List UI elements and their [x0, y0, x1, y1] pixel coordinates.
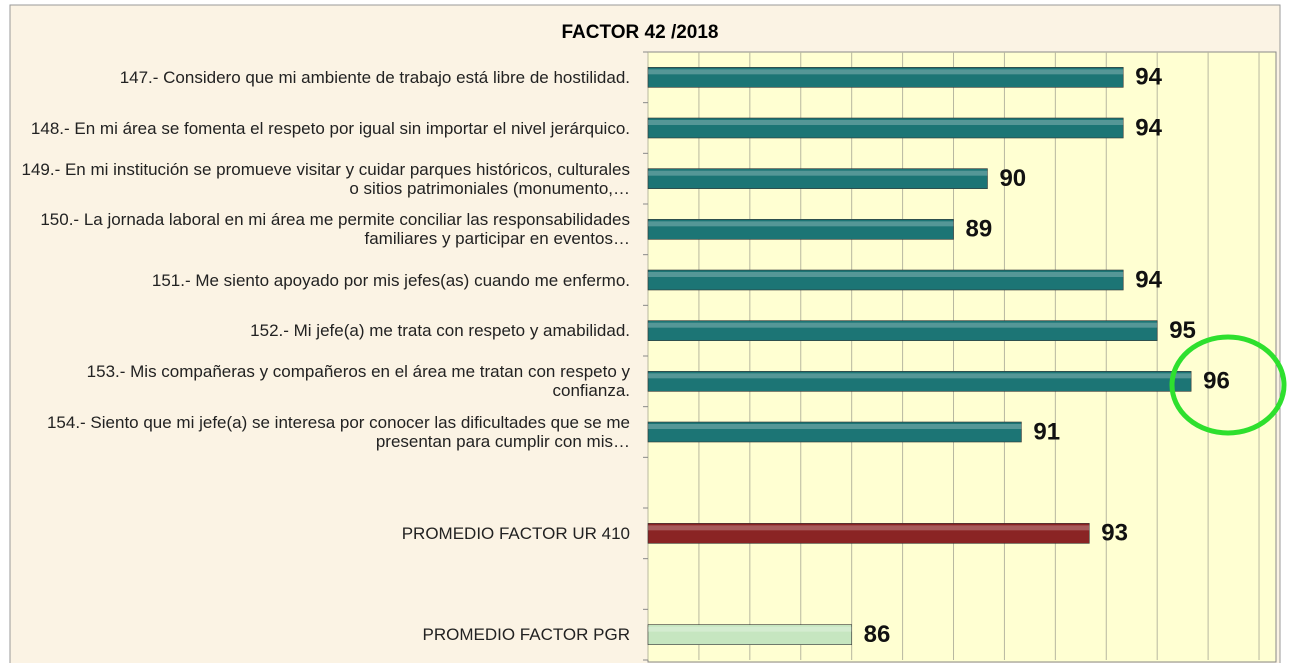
category-label: 149.- En mi institución se promueve visi… [21, 159, 631, 198]
bar-highlight [648, 69, 1124, 75]
bar [647, 523, 1090, 544]
bar [647, 269, 1124, 291]
value-label: 96 [1203, 368, 1230, 395]
bar [647, 624, 852, 645]
bar [647, 219, 954, 240]
bar-highlight [648, 322, 1158, 328]
value-label: 91 [1033, 418, 1060, 445]
chart-title: FACTOR 42 /2018 [561, 22, 718, 43]
category-label: 148.- En mi área se fomenta el respeto p… [30, 118, 630, 138]
bar [647, 421, 1022, 443]
plot-area [647, 51, 1277, 663]
category-label: 152.- Mi jefe(a) me trata con respeto y … [250, 321, 630, 341]
bar-highlight [648, 120, 1124, 125]
category-label: 147.- Considero que mi ambiente de traba… [119, 67, 630, 87]
value-label: 94 [1135, 114, 1162, 141]
value-label: 93 [1101, 520, 1128, 547]
bar-highlight [648, 170, 988, 176]
value-label: 94 [1135, 266, 1162, 293]
bar-highlight [648, 272, 1124, 277]
category-label: 150.- La jornada laboral en mi área me p… [40, 210, 630, 249]
bar [647, 168, 988, 189]
bar [647, 67, 1124, 88]
category-label: 153.- Mis compañeras y compañeros en el … [86, 362, 630, 401]
value-label: 90 [999, 165, 1026, 192]
bar [647, 371, 1192, 392]
bar-highlight [648, 525, 1090, 531]
bar [647, 320, 1158, 341]
value-label: 95 [1169, 317, 1196, 344]
value-label: 86 [864, 621, 891, 648]
value-label: 94 [1135, 64, 1162, 91]
bar [647, 117, 1124, 139]
bar-highlight [648, 221, 954, 227]
bar-highlight [648, 424, 1022, 429]
bar-highlight [648, 626, 852, 632]
highlight-circle [1169, 334, 1287, 436]
category-label: PROMEDIO FACTOR UR 410 [401, 523, 630, 543]
category-label: 154.- Siento que mi jefe(a) se interesa … [46, 413, 630, 451]
value-label: 89 [966, 216, 993, 243]
bar-highlight [648, 373, 1192, 379]
category-label: PROMEDIO FACTOR PGR [422, 625, 631, 645]
category-label: 151.- Me siento apoyado por mis jefes(as… [151, 270, 630, 290]
